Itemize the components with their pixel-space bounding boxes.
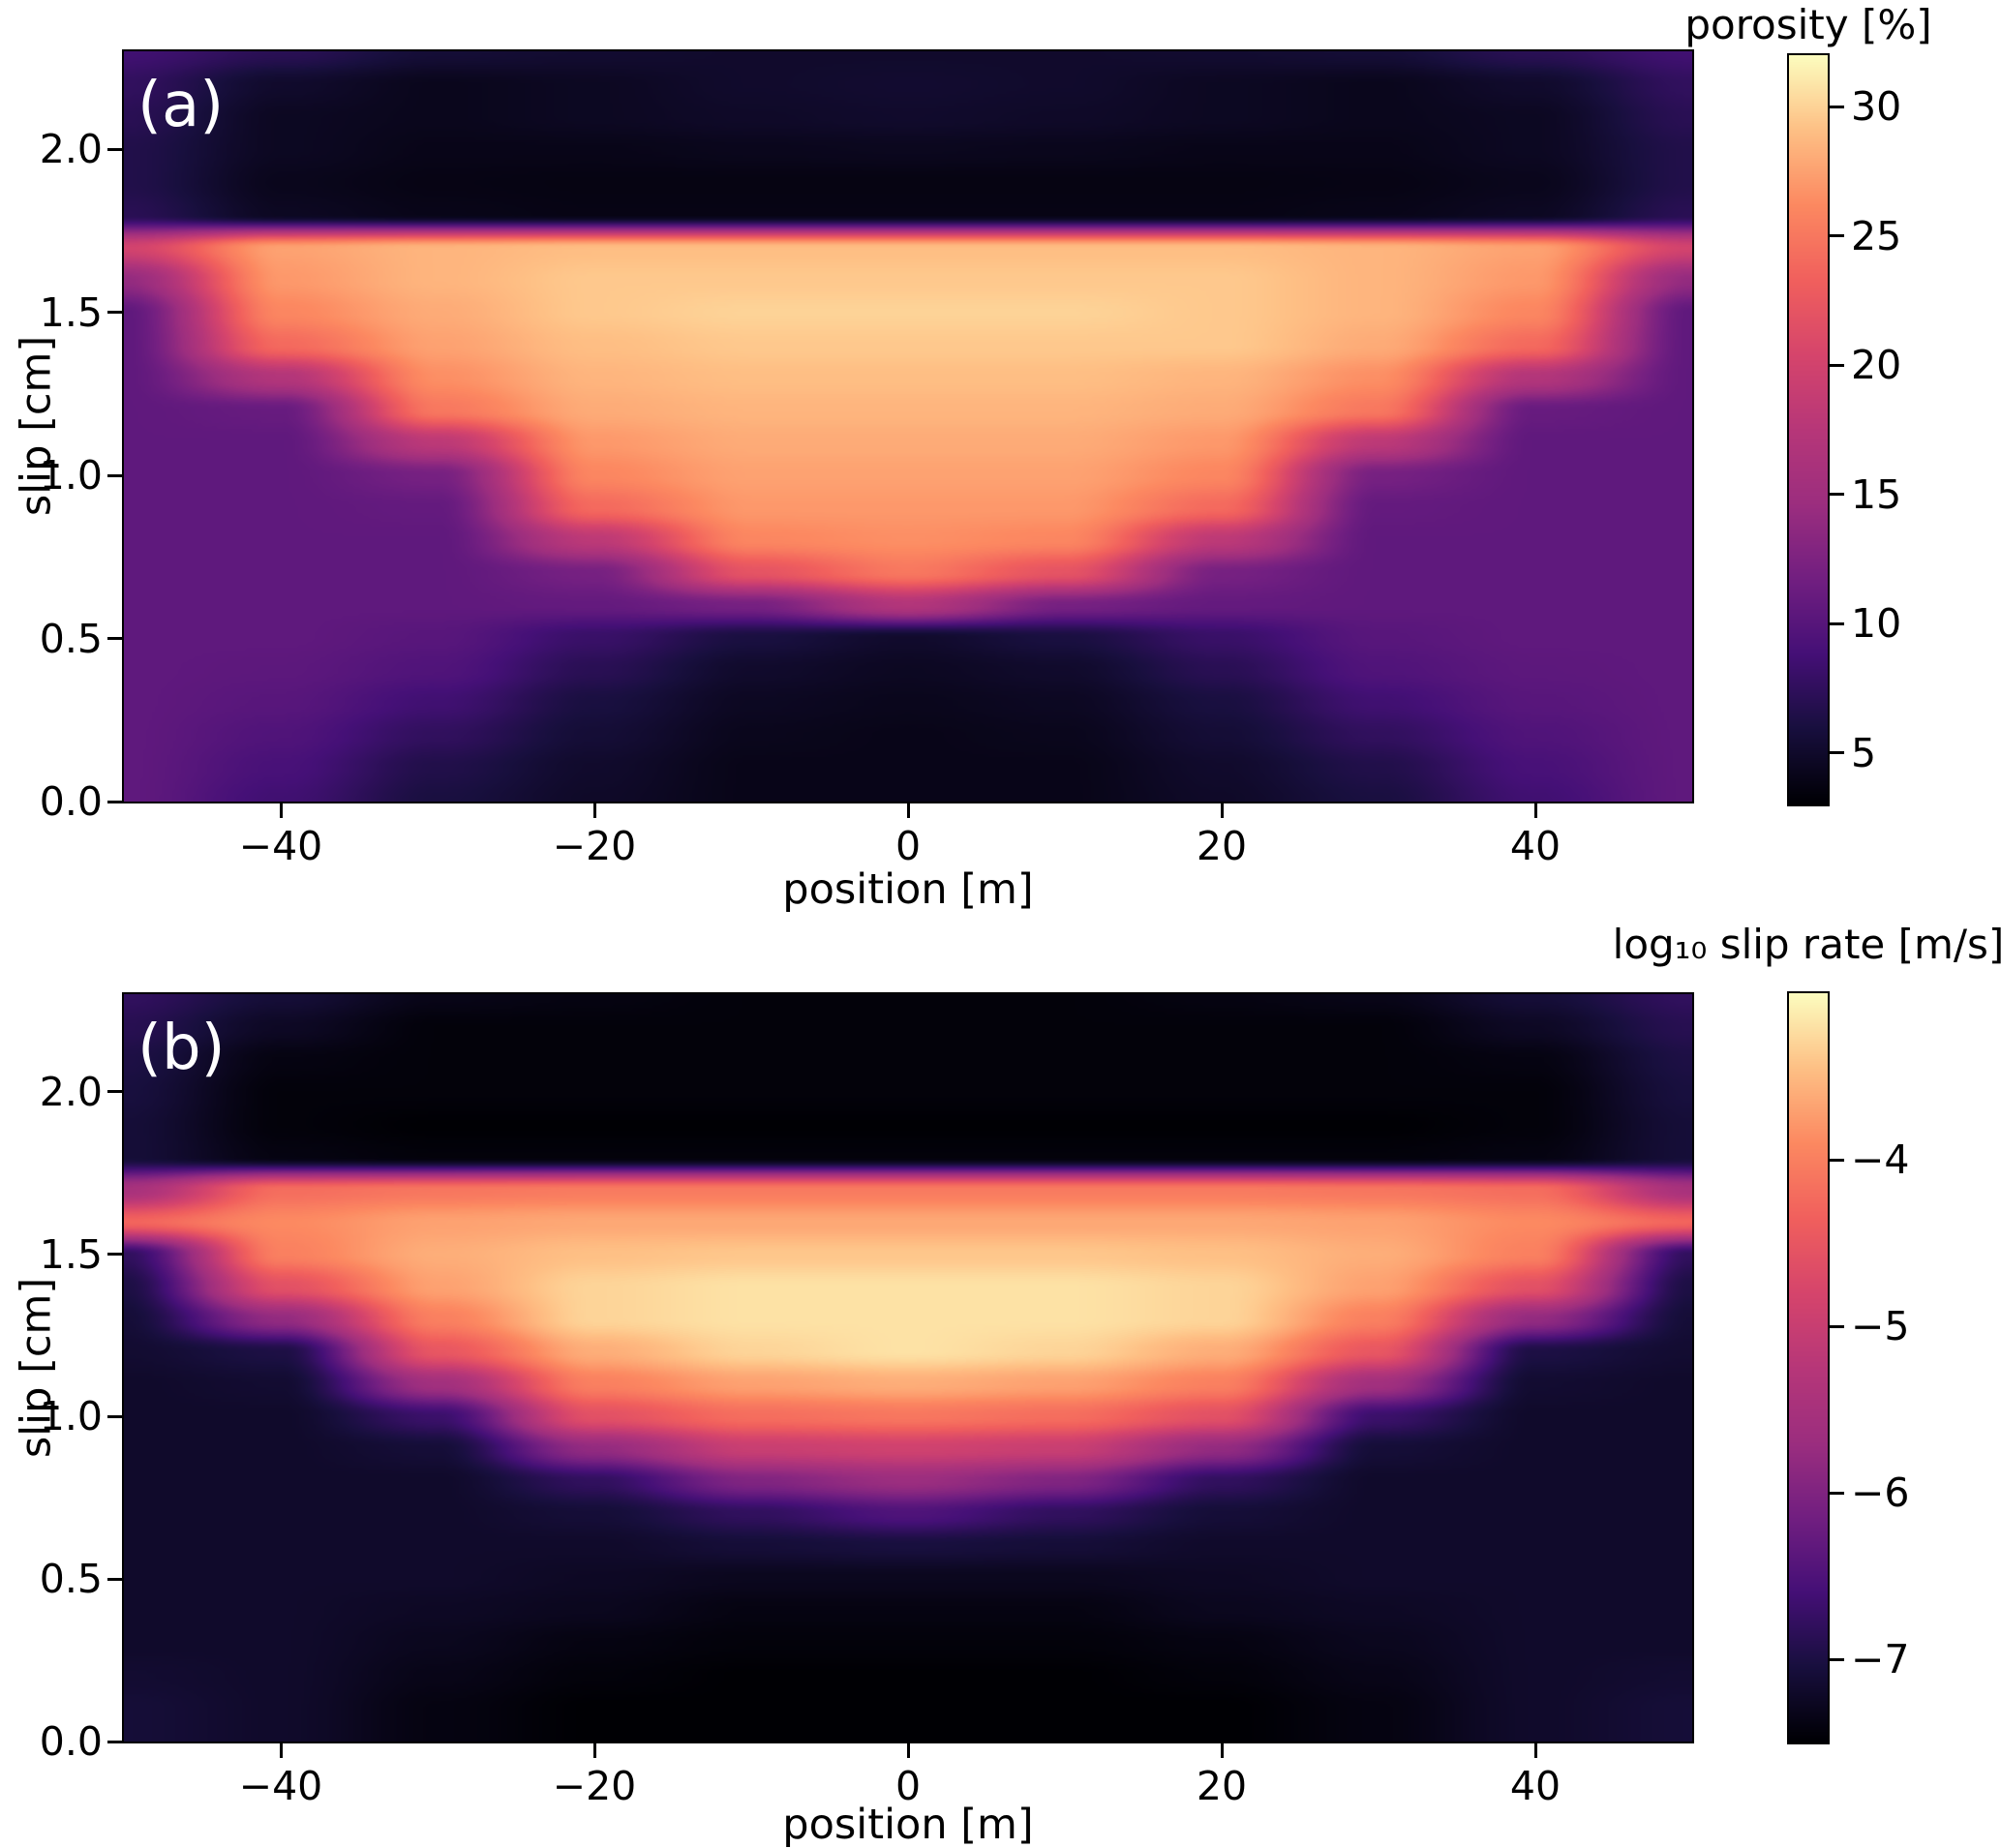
x-tick-mark-a [1220,803,1224,818]
panel-b-colorbar [1787,991,1830,1744]
colorbar-tick-label-b: −4 [1851,1136,1910,1183]
y-tick-mark-a [107,800,122,803]
x-tick-mark-a [1533,803,1537,818]
colorbar-tick-mark-a [1830,621,1844,625]
y-tick-label-a: 1.5 [39,288,103,336]
colorbar-tick-mark-b [1830,1324,1844,1328]
panel-b-label: (b) [137,1013,226,1084]
colorbar-tick-label-a: 20 [1851,342,1902,389]
x-tick-label-a: 0 [894,823,922,869]
panel-a-colorbar [1787,53,1830,806]
y-tick-label-a: 2.0 [39,126,103,173]
panel-a-label: (a) [137,70,225,141]
x-tick-mark-b [906,1743,910,1758]
x-tick-label-a: −20 [552,823,637,869]
x-tick-mark-b [1220,1743,1224,1758]
colorbar-tick-mark-a [1830,105,1844,108]
colorbar-tick-label-b: −7 [1851,1636,1910,1682]
x-tick-label-b: 0 [894,1763,922,1809]
x-tick-mark-a [279,803,283,818]
x-tick-mark-b [1533,1743,1537,1758]
panel-b-heatmap [122,992,1694,1743]
panel-a-colorbar-title: porosity [%] [1684,1,1932,48]
y-tick-mark-a [107,147,122,151]
colorbar-tick-mark-b [1830,1491,1844,1495]
colorbar-tick-label-b: −6 [1851,1469,1910,1516]
x-tick-label-b: 20 [1196,1763,1248,1809]
y-tick-label-a: 1.0 [39,452,103,500]
x-tick-mark-b [592,1743,596,1758]
x-tick-label-b: −20 [552,1763,637,1809]
panel-a-heatmap [122,49,1694,803]
y-tick-mark-b [107,1414,122,1418]
y-tick-mark-b [107,1253,122,1257]
colorbar-tick-mark-a [1830,751,1844,755]
colorbar-tick-label-b: −5 [1851,1303,1910,1349]
y-tick-label-a: 0.0 [39,778,103,825]
colorbar-tick-mark-a [1830,363,1844,367]
y-tick-mark-b [107,1090,122,1094]
colorbar-tick-mark-b [1830,1158,1844,1162]
colorbar-tick-label-a: 25 [1851,212,1902,259]
y-tick-mark-a [107,311,122,315]
y-tick-mark-b [107,1740,122,1743]
y-tick-label-b: 1.0 [39,1393,103,1440]
x-tick-label-a: 20 [1196,823,1248,869]
colorbar-tick-label-a: 5 [1851,729,1877,776]
y-tick-label-b: 0.0 [39,1718,103,1765]
colorbar-tick-mark-b [1830,1657,1844,1661]
x-tick-mark-a [906,803,910,818]
panel-b-x-axis-label: position [m] [782,1801,1034,1848]
colorbar-tick-mark-a [1830,493,1844,497]
colorbar-tick-label-a: 10 [1851,600,1902,648]
y-tick-label-a: 0.5 [39,615,103,662]
y-tick-label-b: 2.0 [39,1068,103,1115]
x-tick-label-a: −40 [238,823,323,869]
y-tick-mark-a [107,637,122,641]
y-tick-mark-b [107,1577,122,1581]
y-tick-label-b: 1.5 [39,1230,103,1278]
panel-a-x-axis-label: position [m] [782,865,1034,914]
y-tick-mark-a [107,473,122,477]
x-tick-label-a: 40 [1509,823,1561,869]
colorbar-tick-label-a: 15 [1851,470,1902,518]
x-tick-mark-b [279,1743,283,1758]
x-tick-label-b: 40 [1509,1763,1561,1809]
x-tick-mark-a [592,803,596,818]
panel-b-colorbar-title: log₁₀ slip rate [m/s] [1612,921,2001,968]
colorbar-tick-label-a: 30 [1851,83,1902,131]
colorbar-tick-mark-a [1830,234,1844,238]
x-tick-label-b: −40 [238,1763,323,1809]
y-tick-label-b: 0.5 [39,1556,103,1603]
